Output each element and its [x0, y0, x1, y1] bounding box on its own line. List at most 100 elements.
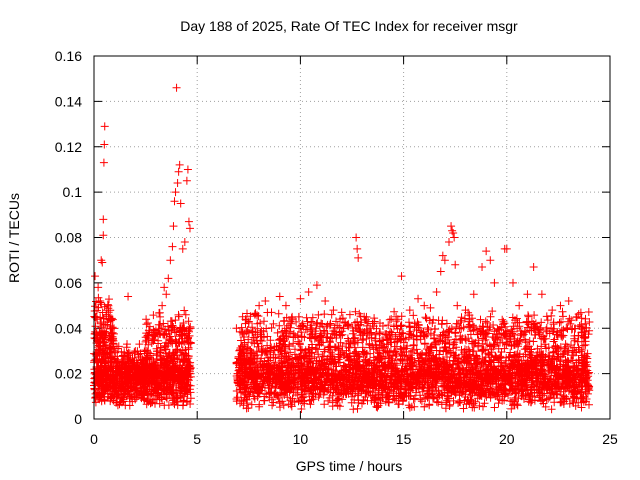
data-point: [353, 244, 362, 253]
data-point: [98, 258, 107, 267]
data-point: [420, 301, 429, 310]
y-tick-label: 0.16: [55, 48, 82, 64]
data-point: [141, 337, 150, 346]
data-point: [158, 301, 167, 310]
data-point: [354, 253, 363, 262]
data-point: [124, 292, 133, 301]
data-point: [451, 260, 460, 269]
data-point: [255, 301, 264, 310]
data-point: [450, 233, 459, 242]
data-point: [110, 346, 119, 355]
data-point: [102, 310, 111, 319]
data-point: [106, 321, 115, 330]
data-point: [329, 306, 338, 315]
data-point: [440, 256, 449, 265]
x-tick-label: 15: [396, 431, 412, 447]
data-point: [169, 222, 178, 231]
data-point: [370, 317, 379, 326]
data-point: [414, 294, 423, 303]
data-point: [108, 328, 117, 337]
data-point: [151, 326, 160, 335]
data-point: [96, 297, 105, 306]
data-point: [469, 290, 478, 299]
data-point: [92, 312, 101, 321]
data-point: [447, 222, 456, 231]
data-point: [564, 297, 573, 306]
data-point: [261, 297, 270, 306]
data-point: [97, 256, 106, 265]
data-point: [91, 272, 100, 281]
data-point: [123, 340, 132, 349]
data-point: [556, 301, 565, 310]
data-point: [502, 244, 511, 253]
data-point: [482, 247, 491, 256]
data-point: [486, 256, 495, 265]
data-point: [478, 262, 487, 271]
data-point: [304, 287, 313, 296]
y-tick-label: 0.14: [55, 93, 82, 109]
data-point: [436, 267, 445, 276]
data-point: [164, 274, 173, 283]
data-point: [171, 188, 180, 197]
data-point: [445, 238, 454, 247]
x-tick-label: 10: [293, 431, 309, 447]
chart-title: Day 188 of 2025, Rate Of TEC Index for r…: [180, 18, 518, 34]
data-point: [99, 158, 108, 167]
y-tick-label: 0.04: [55, 320, 82, 336]
scatter-cluster: [90, 343, 195, 410]
data-point: [183, 165, 192, 174]
x-tick-label: 25: [602, 431, 618, 447]
data-point: [449, 228, 458, 237]
data-point: [135, 340, 144, 349]
data-point: [275, 292, 284, 301]
data-bands: [90, 293, 594, 414]
data-point: [581, 319, 590, 328]
data-point: [426, 303, 435, 312]
plot-frame: [93, 55, 611, 420]
scatter-cluster: [232, 339, 594, 414]
data-point: [432, 287, 441, 296]
data-point: [168, 242, 177, 251]
tick-labels: 0 0.02 0.04 0.06 0.08 0.1 0.12 0.14 0.16 0 5 10 15 20…: [55, 48, 618, 447]
data-point: [453, 301, 462, 310]
data-point: [244, 317, 253, 326]
data-point: [162, 290, 171, 299]
data-point: [185, 224, 194, 233]
data-point: [175, 160, 184, 169]
data-point: [537, 290, 546, 299]
data-point: [238, 328, 247, 337]
data-point: [173, 179, 182, 188]
data-point: [174, 167, 183, 176]
data-point: [184, 217, 193, 226]
y-tick-label: 0.12: [55, 139, 82, 155]
x-tick-label: 5: [193, 431, 201, 447]
data-point: [523, 290, 532, 299]
data-point: [100, 122, 109, 131]
data-point: [94, 283, 103, 292]
data-point: [362, 312, 371, 321]
y-tick-label: 0.06: [55, 275, 82, 291]
data-point: [281, 301, 290, 310]
data-points: [91, 83, 590, 360]
data-point: [448, 226, 457, 235]
data-point: [172, 83, 181, 92]
data-point: [387, 315, 396, 324]
data-point: [345, 310, 354, 319]
data-point: [337, 308, 346, 317]
data-point: [118, 351, 127, 360]
data-point: [321, 297, 330, 306]
x-tick-label: 20: [499, 431, 515, 447]
data-point: [160, 283, 169, 292]
data-point: [352, 233, 361, 242]
data-point: [104, 315, 113, 324]
data-point: [170, 197, 179, 206]
y-tick-label: 0.02: [55, 366, 82, 382]
data-point: [288, 312, 297, 321]
data-point: [515, 301, 524, 310]
data-point: [378, 321, 387, 330]
y-tick-label: 0.08: [55, 230, 82, 246]
data-point: [156, 312, 165, 321]
y-axis-label: ROTI / TECUs: [6, 193, 22, 283]
data-point: [548, 306, 557, 315]
